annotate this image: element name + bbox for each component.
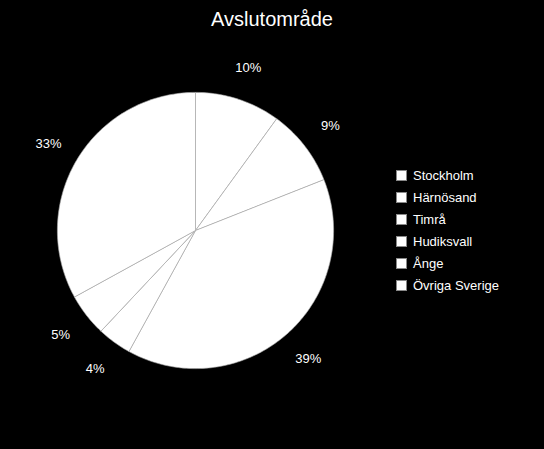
html-text:Timrå: Timrå xyxy=(413,211,446,227)
html-text:Övriga Sverige: Övriga Sverige xyxy=(413,277,499,293)
svg-text:9%: 9% xyxy=(321,118,340,133)
html-text:Hudiksvall: Hudiksvall xyxy=(413,233,473,249)
svg-text:39%: 39% xyxy=(295,351,321,366)
html-text:Ånge: Ånge xyxy=(413,255,444,271)
html-text:Stockholm: Stockholm xyxy=(413,167,474,183)
svg-text:4%: 4% xyxy=(86,361,105,376)
svg-text:10%: 10% xyxy=(235,60,261,75)
svg-text:5%: 5% xyxy=(51,327,70,342)
svg-text:33%: 33% xyxy=(36,136,62,151)
html-text:Avslutområde: Avslutområde xyxy=(211,8,333,30)
html-text:Härnösand: Härnösand xyxy=(413,189,477,205)
